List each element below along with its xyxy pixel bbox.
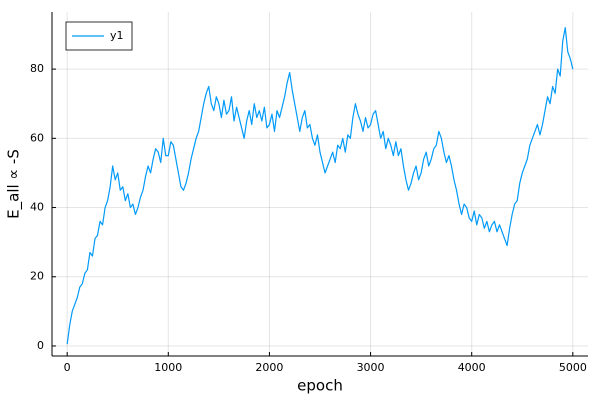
y-axis-label: E_all ∝ -S	[5, 149, 24, 219]
x-axis-label: epoch	[297, 377, 343, 395]
y-tick-label: 60	[30, 131, 44, 144]
x-tick-label: 3000	[357, 361, 385, 374]
legend-label: y1	[110, 29, 124, 42]
x-tick-label: 4000	[458, 361, 486, 374]
x-tick-label: 0	[64, 361, 71, 374]
data-line	[66, 26, 574, 345]
y-tick-label: 0	[37, 339, 44, 352]
y-tick-label: 20	[30, 270, 44, 283]
y-tick-label: 80	[30, 62, 44, 75]
x-tick-label: 2000	[255, 361, 283, 374]
x-tick-label: 1000	[154, 361, 182, 374]
y-tick-label: 40	[30, 201, 44, 214]
x-tick-label: 5000	[559, 361, 587, 374]
